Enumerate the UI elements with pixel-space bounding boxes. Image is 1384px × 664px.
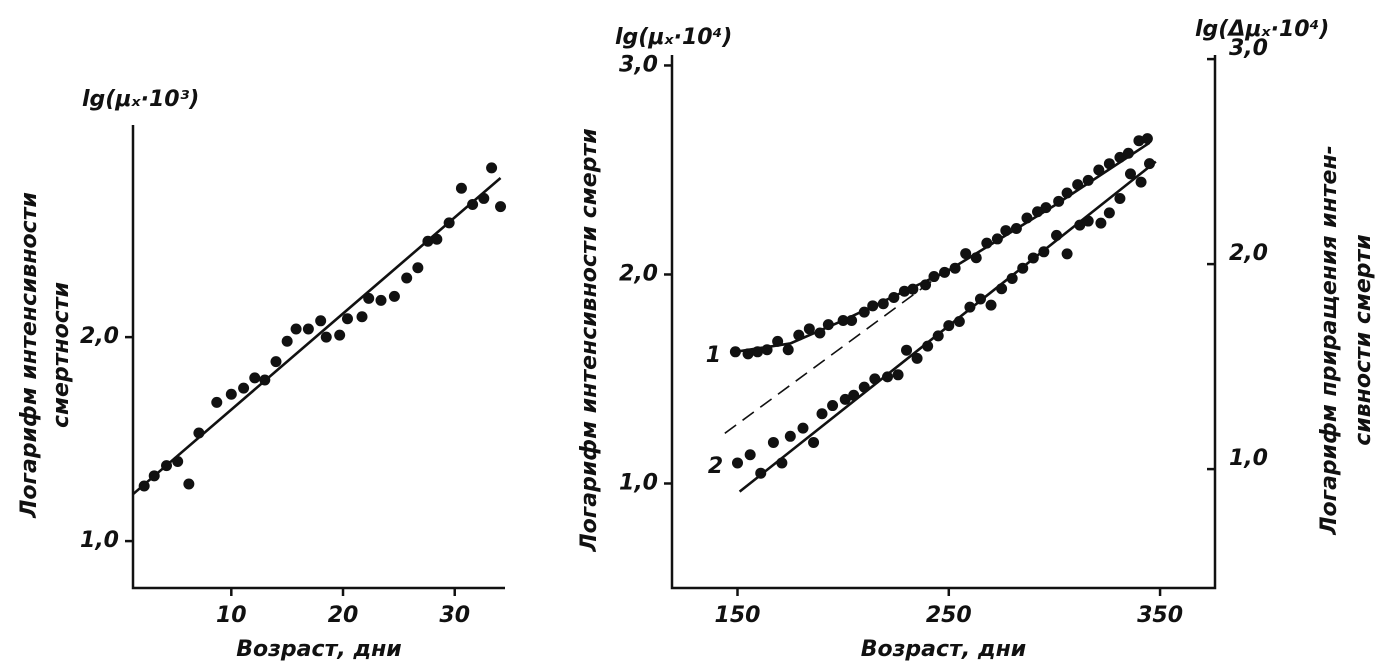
curve-label: 2: [708, 454, 723, 479]
data-point: [911, 352, 923, 364]
axes: [131, 125, 505, 590]
y-axis-unit: lg(μₓ·10⁴): [615, 25, 732, 50]
data-point: [315, 315, 327, 327]
data-point: [1006, 272, 1018, 284]
axes: [670, 55, 1217, 590]
data-point: [827, 400, 839, 412]
data-point: [183, 478, 195, 490]
data-point: [731, 457, 743, 469]
fit-line: [735, 141, 1151, 354]
x-axis-label: Возраст, дни: [861, 637, 1026, 662]
data-point: [320, 331, 332, 343]
data-point: [302, 323, 314, 335]
x-tick-label: 10: [216, 603, 247, 628]
data-point: [238, 382, 250, 394]
data-point: [816, 408, 828, 420]
y-axis-label: Логарифм интенсивности смерти: [577, 128, 602, 552]
data-point: [467, 199, 479, 211]
dashed-line: [724, 263, 956, 434]
data-point: [375, 294, 387, 306]
y-axis-unit: lg(μₓ·10³): [82, 87, 199, 112]
y2-tick-label: 2,0: [1229, 241, 1268, 266]
data-point: [960, 248, 972, 260]
data-point: [341, 313, 353, 325]
data-point: [401, 272, 413, 284]
data-point: [892, 369, 904, 381]
data-point: [495, 201, 507, 213]
y2-tick-label: 3,0: [1229, 36, 1268, 61]
data-point: [767, 436, 779, 448]
data-point: [1133, 135, 1145, 147]
data-point: [281, 335, 293, 347]
data-point: [356, 311, 368, 323]
data-point: [839, 393, 851, 405]
y-tick-label: 1,0: [619, 470, 658, 495]
data-point: [1124, 168, 1136, 180]
data-point: [985, 299, 997, 311]
y2-axis-unit: lg(Δμₓ·10⁴): [1195, 17, 1329, 42]
y-tick-label: 2,0: [80, 324, 119, 349]
data-point: [1074, 219, 1086, 231]
data-point: [1103, 207, 1115, 219]
data-point: [1061, 248, 1073, 260]
data-point: [1135, 176, 1147, 188]
x-axis-label: Возраст, дни: [236, 637, 401, 662]
data-point: [808, 436, 820, 448]
data-point: [744, 449, 756, 461]
y2-axis-label: сивности смерти: [1351, 234, 1376, 445]
y-axis-label: Логарифм интенсивности: [17, 192, 42, 519]
y-tick-label: 2,0: [619, 261, 658, 286]
data-point: [486, 162, 498, 174]
data-point: [803, 323, 815, 335]
data-point: [412, 262, 424, 274]
y-tick-label: 1,0: [80, 528, 119, 553]
curve-label: 1: [706, 343, 721, 368]
y2-tick-label: 1,0: [1229, 446, 1268, 471]
x-tick-label: 250: [926, 603, 972, 628]
data-point: [1144, 158, 1156, 170]
data-point: [797, 422, 809, 434]
data-point: [334, 329, 346, 341]
x-tick-label: 150: [715, 603, 761, 628]
data-point: [225, 388, 237, 400]
y-tick-label: 3,0: [619, 52, 658, 77]
data-point: [270, 356, 282, 368]
data-point: [1114, 193, 1126, 204]
data-point: [784, 430, 796, 442]
data-point: [211, 396, 223, 408]
data-point: [1141, 133, 1153, 145]
x-tick-label: 30: [439, 603, 470, 628]
data-point: [901, 344, 913, 356]
data-point: [1082, 174, 1094, 186]
data-point: [1095, 217, 1107, 229]
x-tick-label: 20: [328, 603, 359, 628]
data-point: [388, 290, 400, 302]
y-axis-label: смертности: [49, 282, 74, 428]
fit-line: [738, 160, 1157, 493]
data-point: [363, 292, 375, 304]
data-point: [782, 344, 794, 356]
data-point: [882, 371, 894, 383]
data-point: [249, 372, 261, 384]
data-point: [455, 182, 467, 194]
data-point: [290, 323, 302, 335]
data-point: [1093, 164, 1105, 176]
x-tick-label: 350: [1137, 603, 1183, 628]
fit-line: [132, 177, 502, 496]
y2-axis-label: Логарифм приращения интен-: [1317, 145, 1342, 536]
